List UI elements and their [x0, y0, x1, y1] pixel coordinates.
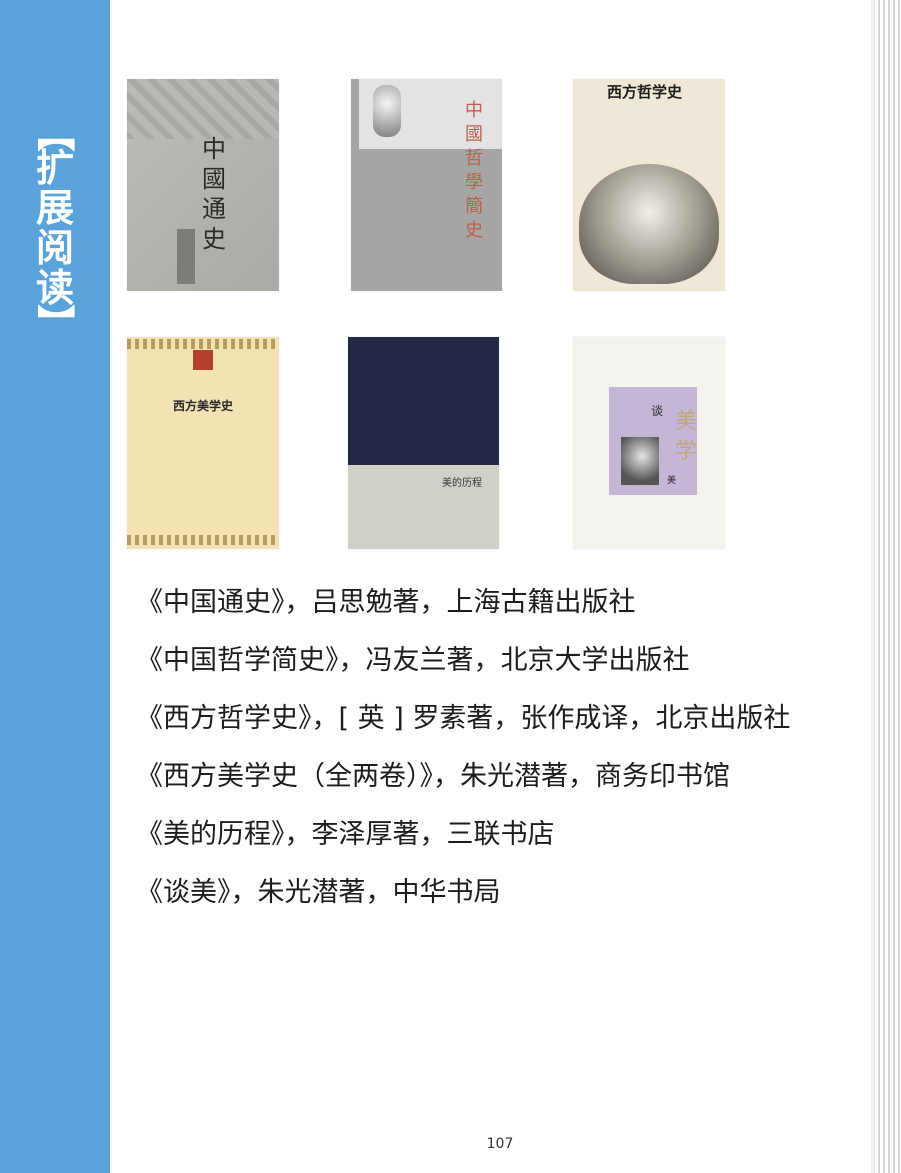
- sidebar-open-bracket: 【: [33, 113, 78, 152]
- cover-title: 西方哲学史: [607, 83, 683, 101]
- sidebar-title-char: 展: [35, 185, 74, 230]
- author-portrait: [579, 164, 719, 284]
- xifang-meixueshi-cover: 西方美学史: [127, 337, 279, 549]
- cover-calligraphy: 美学: [675, 409, 698, 464]
- list-item: 《谈美》，朱光潜著，中华书局: [136, 877, 501, 908]
- list-item: 《中国通史》，吕思勉著，上海古籍出版社: [136, 587, 636, 618]
- tan-mei-cover: 谈 美 美学: [573, 337, 725, 549]
- list-item: 《美的历程》，李泽厚著，三联书店: [136, 819, 555, 850]
- sidebar-title-char: 阅: [35, 225, 74, 270]
- cover-totem-graphic: [177, 229, 195, 284]
- mei-de-licheng-cover: 美的历程: [348, 337, 499, 549]
- page-number: 107: [486, 1136, 514, 1152]
- cover-band: [127, 339, 279, 349]
- sidebar-title-char: 扩: [35, 145, 74, 190]
- cover-title: 西方美学史: [172, 399, 233, 413]
- page-edge-lines: [875, 0, 901, 1173]
- cover-band: [127, 535, 279, 545]
- cover-pattern: [127, 79, 279, 139]
- zhongguo-zhexue-jianshi-cover: 中國哲學簡史: [351, 79, 502, 291]
- cover-title-2: 美: [667, 476, 677, 486]
- sidebar: 【 扩 展 阅 读 】: [0, 0, 110, 1173]
- sidebar-title-char: 读: [35, 265, 74, 310]
- list-item: 《西方哲学史》，[ 英 ] 罗素著，张作成译，北京出版社: [136, 703, 791, 734]
- cover-title: 中國哲學簡史: [465, 100, 483, 241]
- list-item: 《中国哲学简史》，冯友兰著，北京大学出版社: [136, 645, 690, 676]
- cover-title: 谈: [651, 404, 664, 418]
- sidebar-title: 【 扩 展 阅 读 】: [26, 114, 84, 342]
- page-edge-shadow: [871, 0, 875, 1173]
- author-photo: [621, 437, 659, 485]
- xifang-zhexueshi-cover: 西方哲学史: [573, 79, 725, 291]
- author-portrait: [373, 85, 401, 137]
- list-item: 《西方美学史（全两卷）》，朱光潜著，商务印书馆: [136, 761, 730, 792]
- cover-dark-panel: [348, 337, 499, 465]
- cover-seal: [193, 350, 213, 370]
- sidebar-close-bracket: 】: [33, 303, 78, 342]
- zhongguo-tongshi-cover: 中國通史: [127, 79, 279, 291]
- cover-title: 美的历程: [442, 478, 482, 489]
- book-list: 《中国通史》，吕思勉著，上海古籍出版社 《中国哲学简史》，冯友兰著，北京大学出版…: [136, 584, 790, 932]
- cover-title: 中國通史: [202, 135, 226, 253]
